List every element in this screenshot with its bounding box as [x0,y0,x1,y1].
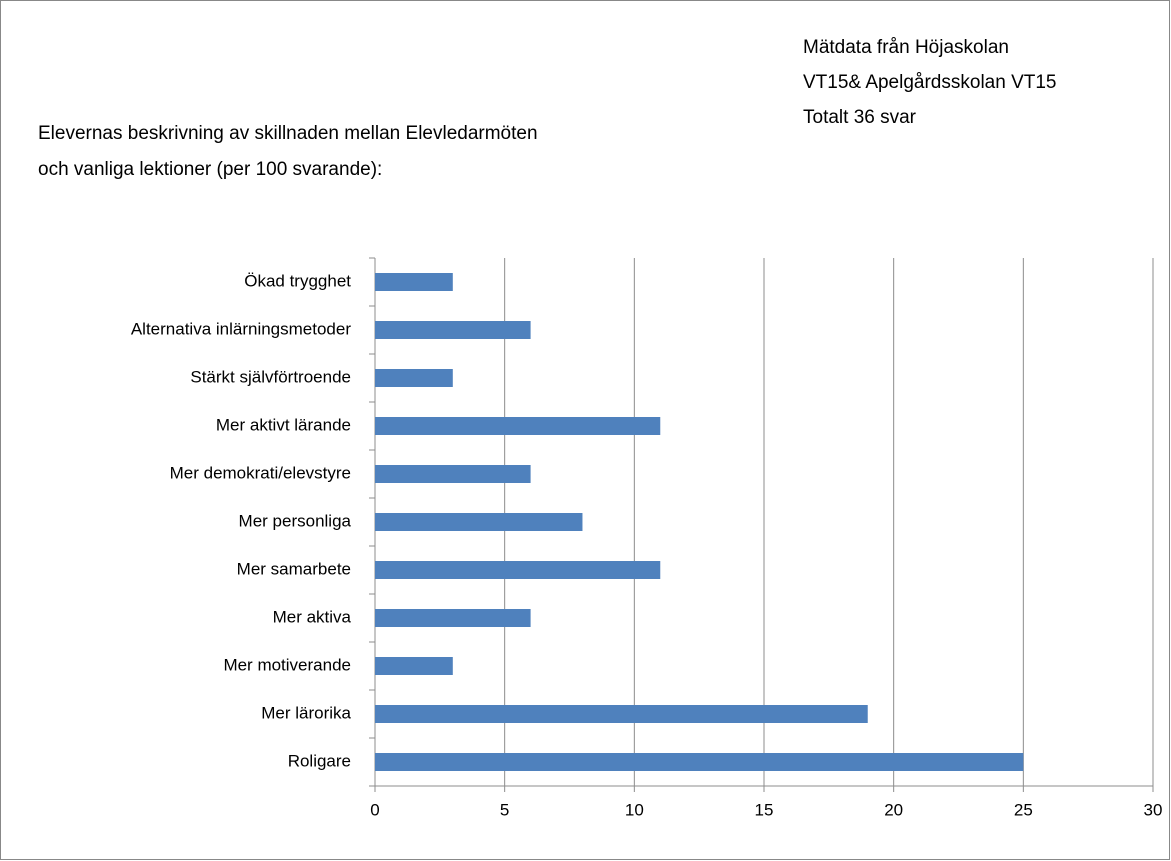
x-tick-label: 25 [1014,800,1033,819]
chart-title: och vanliga lektioner (per 100 svarande)… [38,159,382,180]
bar [375,609,531,627]
y-tick-label: Ökad trygghet [244,271,351,290]
bar [375,657,453,675]
bar [375,273,453,291]
chart-title: Elevernas beskrivning av skillnaden mell… [38,123,538,144]
bar [375,561,661,579]
annotation: Mätdata från Höjaskolan [803,37,1009,58]
annotation: VT15& Apelgårdsskolan VT15 [803,72,1057,93]
bar [375,417,661,435]
x-tick-label: 20 [884,800,903,819]
annotation: Totalt 36 svar [803,107,917,128]
x-tick-label: 0 [370,800,379,819]
x-tick-label: 5 [500,800,509,819]
bar [375,465,531,483]
y-tick-label: Stärkt självförtroende [190,367,351,386]
bar [375,369,453,387]
y-tick-label: Mer demokrati/elevstyre [170,463,351,482]
bar [375,705,868,723]
y-tick-label: Mer aktiva [273,607,352,626]
y-tick-label: Alternativa inlärningsmetoder [131,319,352,338]
y-tick-label: Roligare [288,751,351,770]
y-tick-label: Mer personliga [239,511,352,530]
bar [375,513,583,531]
y-tick-label: Mer lärorika [261,703,351,722]
bar [375,753,1024,771]
x-tick-label: 10 [625,800,644,819]
y-tick-label: Mer motiverande [223,655,351,674]
y-tick-label: Mer aktivt lärande [216,415,351,434]
x-tick-label: 15 [755,800,774,819]
bar [375,321,531,339]
x-tick-label: 30 [1144,800,1163,819]
y-tick-label: Mer samarbete [237,559,351,578]
